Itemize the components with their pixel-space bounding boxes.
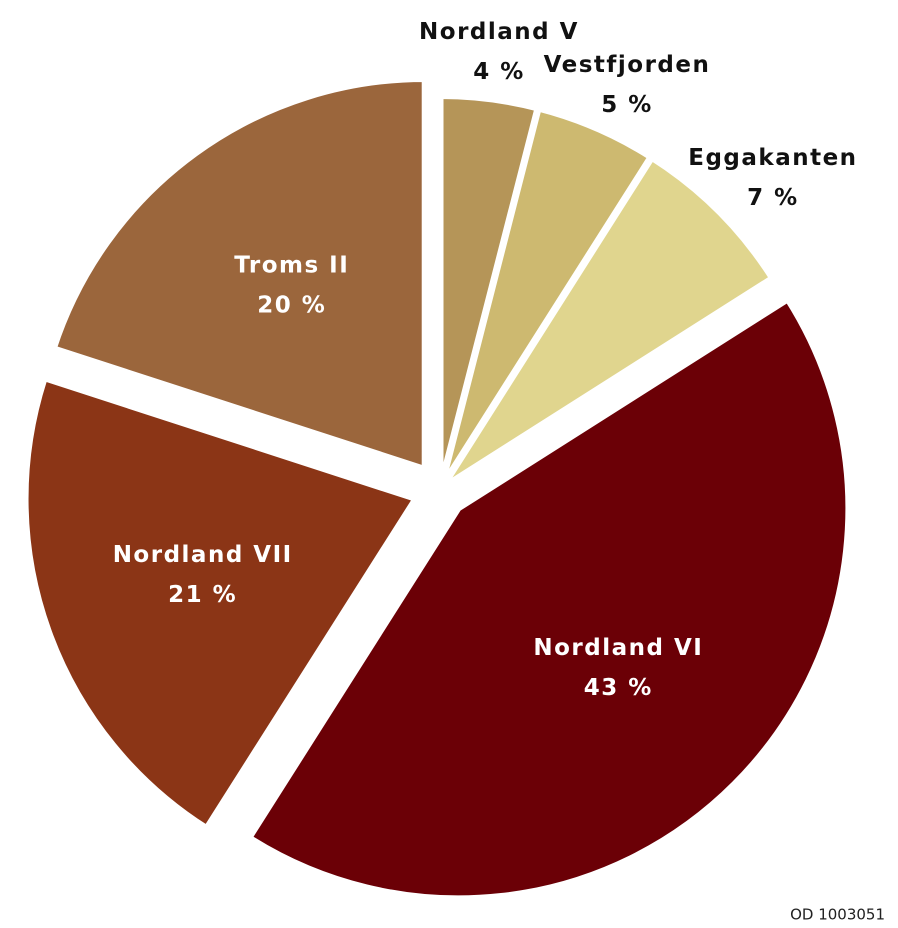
- slice-value-label: 5 %: [601, 92, 653, 118]
- slice-label: Eggakanten: [688, 145, 857, 171]
- pie-slice: [245, 295, 852, 902]
- slice-value-label: 4 %: [473, 59, 525, 85]
- slice-label: Nordland VI: [533, 635, 703, 661]
- slice-value-label: 43 %: [584, 675, 653, 701]
- slice-value-label: 21 %: [168, 582, 237, 608]
- slice-label: Nordland V: [419, 19, 579, 45]
- pie-slice: [22, 374, 421, 833]
- slice-label: Nordland VII: [113, 542, 293, 568]
- annotation: OD 1003051: [790, 906, 885, 924]
- pie-slice: [440, 153, 777, 490]
- slice-value-label: 7 %: [747, 185, 799, 211]
- slice-label: Troms II: [234, 252, 349, 278]
- pie-slice: [50, 75, 428, 474]
- slice-label: Vestfjorden: [544, 52, 711, 78]
- slice-value-label: 20 %: [257, 292, 326, 318]
